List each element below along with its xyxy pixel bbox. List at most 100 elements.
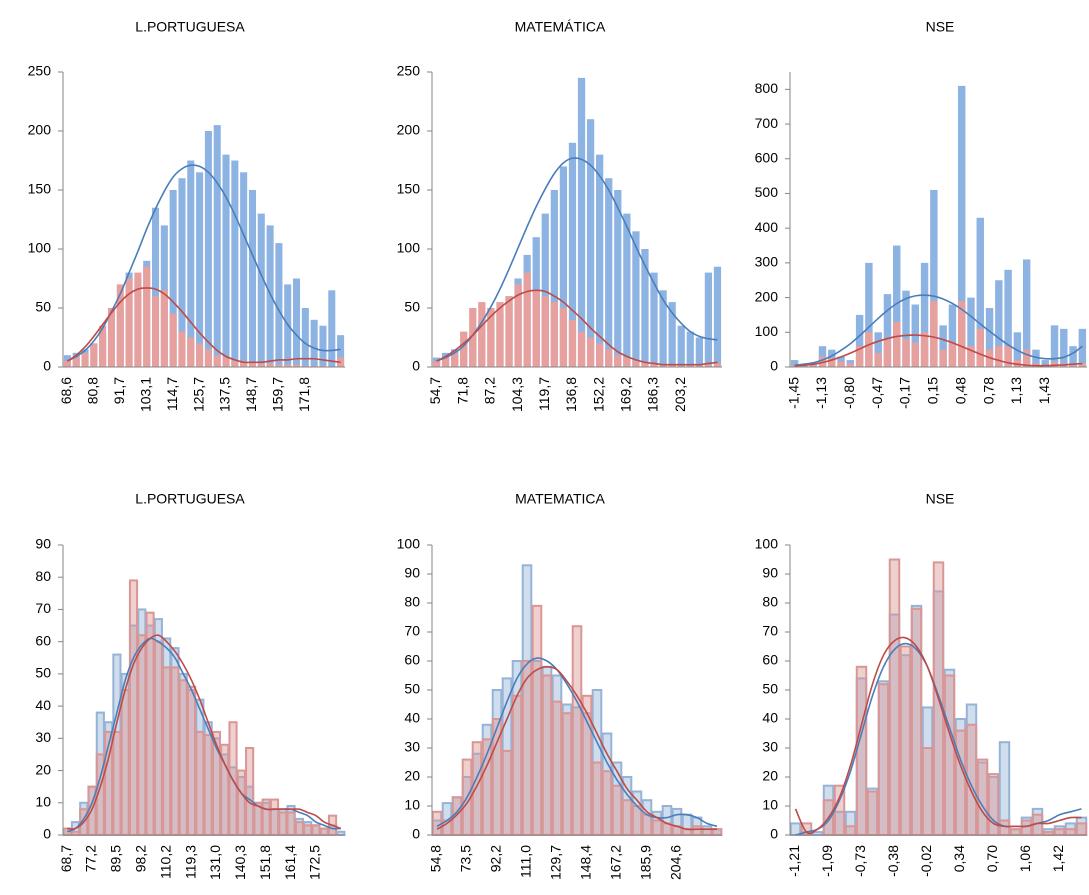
x-tick-label: 0,78 bbox=[980, 377, 996, 404]
bar bbox=[641, 362, 649, 367]
bar bbox=[668, 364, 676, 367]
y-tick-label: 10 bbox=[404, 797, 420, 813]
bar bbox=[650, 363, 658, 367]
x-tick-label: 114,7 bbox=[164, 377, 180, 411]
x-tick-label: 110,2 bbox=[157, 845, 173, 879]
bar bbox=[967, 346, 975, 367]
bar bbox=[568, 319, 577, 367]
bar bbox=[701, 828, 713, 837]
bar bbox=[245, 747, 255, 836]
x-tick-label: 167,2 bbox=[608, 845, 624, 880]
bar bbox=[152, 207, 160, 367]
bar bbox=[1078, 328, 1087, 367]
x-tick-label: -0,17 bbox=[897, 377, 913, 409]
bar bbox=[614, 355, 622, 367]
y-tick-label: 0 bbox=[770, 358, 778, 374]
bar bbox=[186, 685, 197, 836]
x-tick-label: 0,15 bbox=[925, 377, 941, 404]
bar bbox=[319, 827, 329, 836]
x-tick-label: 54,7 bbox=[427, 377, 443, 404]
chart-title: L.PORTUGUESA bbox=[135, 19, 245, 35]
x-tick-label: 87,2 bbox=[482, 377, 498, 404]
bar bbox=[248, 190, 256, 367]
chart: NSE 0 10 20 30 40 50 60 70 80 90 100 -1,21 -1,09 -0,73… bbox=[755, 491, 1088, 877]
x-tick-label: 171,8 bbox=[296, 377, 312, 412]
y-tick-label: 200 bbox=[755, 288, 779, 304]
x-tick-label: 54,8 bbox=[428, 845, 444, 872]
bar bbox=[487, 308, 495, 367]
bar bbox=[248, 362, 256, 367]
bar bbox=[559, 308, 568, 367]
bar bbox=[930, 190, 938, 367]
y-tick-label: 30 bbox=[404, 739, 420, 755]
bar bbox=[632, 361, 640, 367]
bar bbox=[837, 361, 845, 367]
x-tick-label: 71,8 bbox=[454, 377, 470, 404]
x-tick-label: 140,3 bbox=[232, 845, 248, 880]
bar bbox=[532, 290, 540, 367]
bar bbox=[134, 272, 142, 367]
x-tick-label: 1,06 bbox=[1017, 845, 1033, 872]
fit-curve bbox=[794, 294, 1083, 367]
y-tick-label: 250 bbox=[28, 63, 52, 79]
bar bbox=[521, 660, 533, 836]
bar bbox=[976, 328, 984, 367]
bar bbox=[1078, 363, 1087, 367]
bar bbox=[888, 558, 901, 836]
bar bbox=[514, 284, 522, 367]
x-tick-label: 185,9 bbox=[638, 845, 654, 880]
bar bbox=[1050, 361, 1059, 367]
fit-curve bbox=[794, 636, 1082, 835]
bar bbox=[1022, 259, 1031, 367]
bar bbox=[275, 364, 283, 367]
y-tick-label: 0 bbox=[770, 826, 778, 842]
x-tick-label: 151,8 bbox=[257, 845, 273, 880]
y-tick-label: 80 bbox=[404, 594, 420, 610]
bar bbox=[1075, 822, 1088, 837]
bar bbox=[855, 665, 868, 836]
y-tick-label: 90 bbox=[762, 565, 778, 581]
x-tick-label: 169,2 bbox=[618, 377, 634, 412]
bar bbox=[911, 342, 920, 367]
x-tick-label: 92,2 bbox=[488, 845, 504, 872]
bar bbox=[261, 798, 271, 836]
bar bbox=[294, 821, 304, 836]
bar bbox=[551, 700, 563, 836]
x-tick-label: 119,3 bbox=[182, 845, 198, 879]
bar bbox=[222, 357, 230, 367]
x-tick-label: 119,7 bbox=[536, 377, 552, 411]
bar bbox=[596, 343, 604, 367]
bar bbox=[943, 674, 956, 836]
bar bbox=[541, 213, 549, 367]
bar bbox=[995, 346, 1003, 367]
bar bbox=[695, 365, 703, 367]
bar bbox=[844, 825, 857, 836]
bar bbox=[541, 296, 549, 367]
x-tick-label: -0,38 bbox=[885, 845, 901, 877]
x-tick-label: 0,34 bbox=[951, 845, 967, 872]
y-tick-label: 60 bbox=[35, 632, 51, 648]
bar bbox=[337, 335, 345, 367]
bar bbox=[899, 645, 912, 836]
bar bbox=[623, 213, 631, 367]
bar bbox=[240, 361, 248, 367]
y-tick-label: 60 bbox=[762, 652, 778, 668]
x-tick-label: -0,73 bbox=[852, 845, 868, 877]
bar bbox=[120, 689, 130, 836]
bar bbox=[231, 160, 239, 367]
bar bbox=[257, 363, 265, 367]
bar bbox=[81, 352, 89, 367]
x-tick-label: 204,6 bbox=[668, 845, 684, 880]
bar bbox=[976, 217, 984, 367]
y-tick-label: 200 bbox=[397, 122, 421, 138]
y-tick-label: 10 bbox=[35, 793, 51, 809]
bar bbox=[930, 301, 938, 367]
bar bbox=[1022, 349, 1031, 367]
fit-curve bbox=[436, 665, 717, 831]
bar bbox=[153, 640, 163, 837]
x-tick-label: 159,7 bbox=[270, 377, 286, 412]
bar bbox=[614, 190, 622, 367]
y-tick-label: 30 bbox=[35, 729, 51, 745]
y-tick-label: 0 bbox=[412, 826, 420, 842]
chart: MATEMÁTICA 0 50 100 150 200 250 54,7 71,8 87,2 104… bbox=[397, 19, 722, 412]
